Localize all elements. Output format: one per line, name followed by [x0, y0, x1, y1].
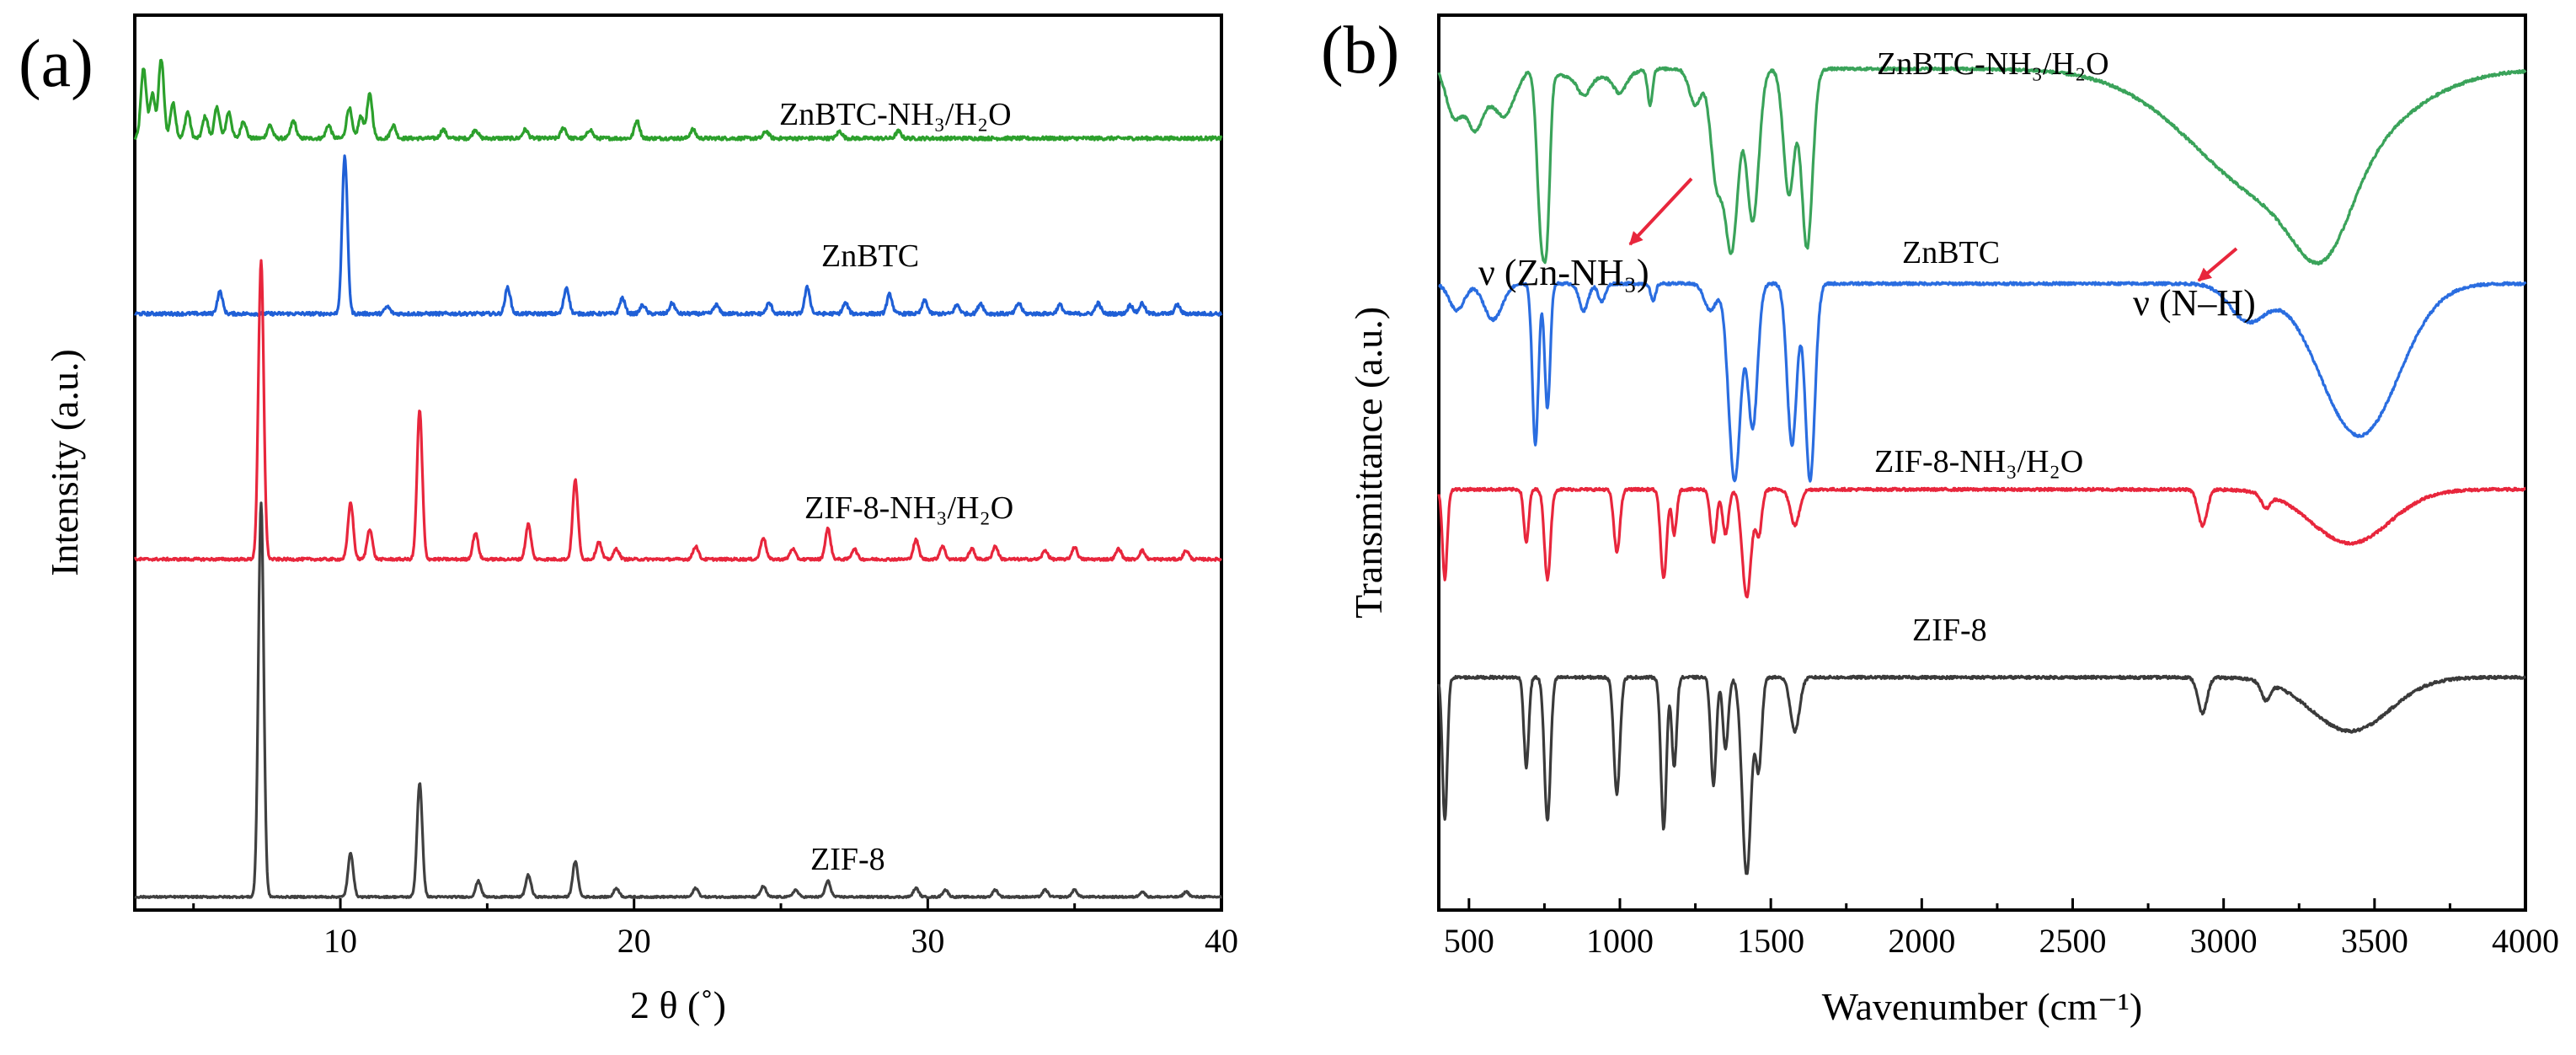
panel-b-series-line-1 [1438, 281, 2527, 483]
panel-a-x-axis-title: 2 θ (˚) [630, 983, 726, 1026]
panel-b-annotation-arrow-zn-nh3 [1628, 177, 1693, 246]
panel-b-x-tick-label-2500: 2500 [2039, 922, 2107, 960]
panel-b-x-tick-label-3000: 3000 [2190, 922, 2258, 960]
panel-a-axes-box [133, 13, 1223, 912]
panel-b-x-tick-label-500: 500 [1444, 922, 1494, 960]
panel-a: (a) 10 20 30 40 2 θ (˚) Intensity (a.u.) Zn… [19, 13, 1238, 1026]
panel-b-series-line-2 [1437, 486, 2526, 599]
panel-a-x-tick-label-40: 40 [1205, 922, 1238, 960]
panel-a-series-label-znbtc-nh3: ZnBTC-NH₃/H₂O [779, 97, 1012, 132]
panel-b-x-ticks: 500 1000 1500 2000 2500 3000 3500 4000 [1444, 898, 2559, 960]
panel-b-series [1437, 66, 2527, 876]
panel-b-series-line-3 [1437, 674, 2527, 876]
panel-a-series [133, 58, 1223, 899]
panel-a-series-line-3 [134, 501, 1223, 899]
panel-a-series-line-2 [133, 259, 1222, 562]
panel-b-annotation-arrow-n-h [2197, 247, 2238, 282]
panel-a-label: (a) [19, 27, 94, 101]
panel-a-series-label-zif8-nh3: ZIF-8-NH₃/H₂O [804, 490, 1013, 526]
panel-b: (b) 500 1000 1500 2000 2500 3000 3500 4000 Wave… [1321, 13, 2559, 1028]
panel-a-series-line-1 [134, 154, 1223, 317]
panel-b-x-tick-label-3500: 3500 [2341, 922, 2408, 960]
panel-b-series-label-znbtc: ZnBTC [1902, 235, 2000, 270]
panel-b-series-label-zif8: ZIF-8 [1912, 613, 1987, 648]
panel-a-series-label-znbtc: ZnBTC [821, 238, 919, 274]
panel-b-series-label-zif8-nh3: ZIF-8-NH₃/H₂O [1874, 444, 2083, 479]
panel-a-x-tick-label-30: 30 [911, 922, 944, 960]
panel-b-x-tick-label-1500: 1500 [1737, 922, 1804, 960]
panel-b-x-tick-label-4000: 4000 [2492, 922, 2559, 960]
panel-a-y-axis-title: Intensity (a.u.) [43, 349, 86, 576]
panel-b-annotation-zn-nh3: ν (Zn-NH₃) [1478, 252, 1649, 293]
panel-b-axes-box [1437, 13, 2527, 912]
panel-a-series-label-zif8: ZIF-8 [810, 842, 885, 877]
panel-b-annotation-n-h: ν (N–H) [2133, 282, 2256, 324]
panel-b-x-axis-title: Wavenumber (cm⁻¹) [1822, 985, 2143, 1028]
panel-b-series-label-znbtc-nh3: ZnBTC-NH₃/H₂O [1877, 46, 2109, 82]
panel-a-series-line-0 [133, 58, 1223, 142]
panel-b-x-tick-label-2000: 2000 [1888, 922, 1955, 960]
panel-a-x-tick-label-20: 20 [617, 922, 651, 960]
panel-b-x-tick-label-1000: 1000 [1586, 922, 1654, 960]
panel-b-label: (b) [1321, 13, 1399, 88]
panel-a-x-tick-label-10: 10 [323, 922, 357, 960]
panel-a-x-ticks: 10 20 30 40 [192, 898, 1238, 960]
panel-b-y-axis-title: Transmittance (a.u.) [1347, 307, 1390, 619]
panel-b-series-line-0 [1437, 66, 2527, 266]
